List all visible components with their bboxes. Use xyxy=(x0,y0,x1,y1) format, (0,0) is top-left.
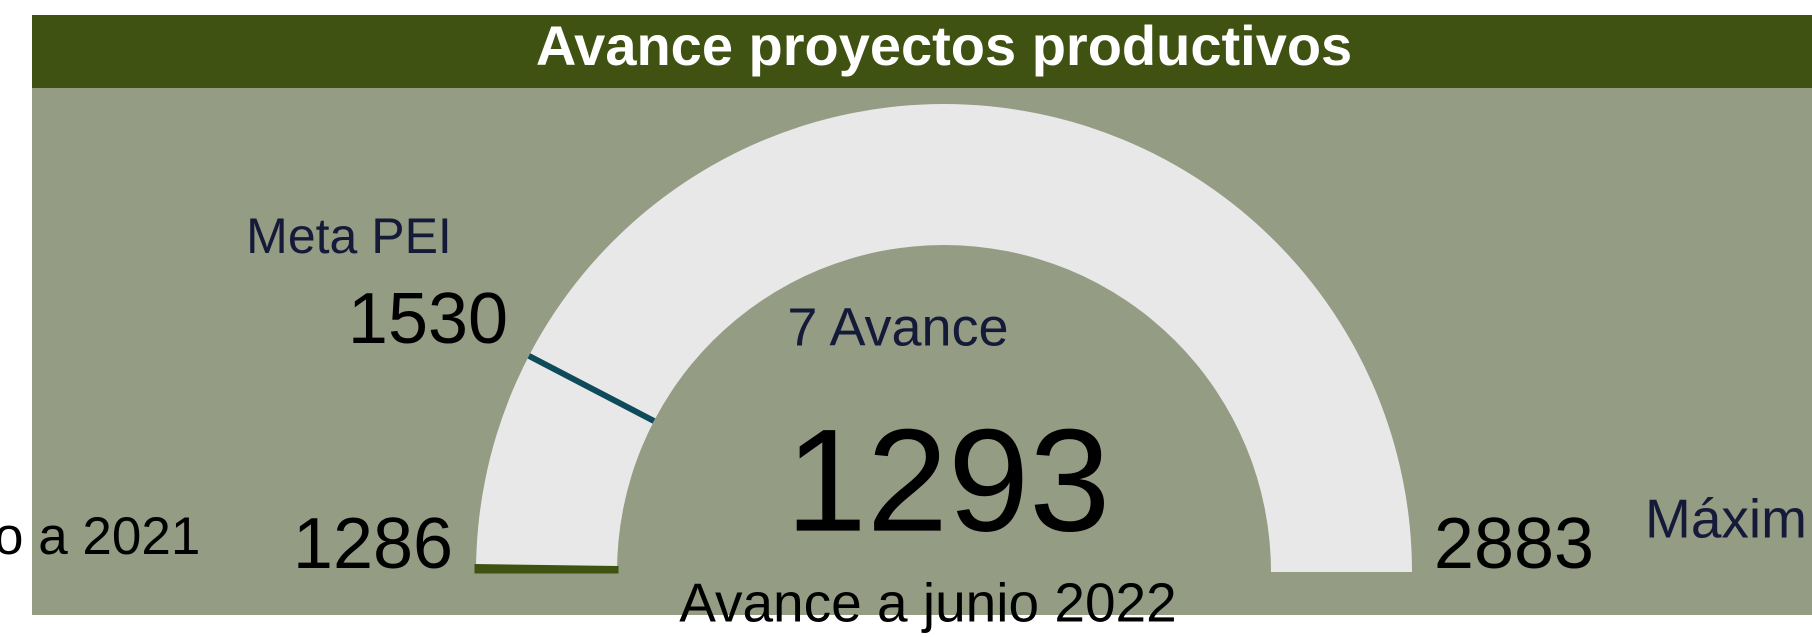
max-value: 2883 xyxy=(1434,504,1594,584)
title-bar xyxy=(32,15,1812,88)
target-label: Meta PEI xyxy=(246,208,452,264)
min-value: 1286 xyxy=(293,504,453,584)
target-value: 1530 xyxy=(348,279,508,359)
min-label: o a 2021 xyxy=(0,507,200,566)
chart-title: Avance proyectos productivos xyxy=(536,14,1352,77)
max-label: Máxim xyxy=(1645,488,1807,550)
value-label: Avance a junio 2022 xyxy=(679,572,1176,634)
gauge-track xyxy=(476,104,1412,572)
gauge xyxy=(474,104,1412,574)
gauge-value xyxy=(474,564,619,574)
target-marker xyxy=(527,353,656,424)
annotation: 7 Avance xyxy=(787,297,1008,357)
value: 1293 xyxy=(786,399,1111,562)
